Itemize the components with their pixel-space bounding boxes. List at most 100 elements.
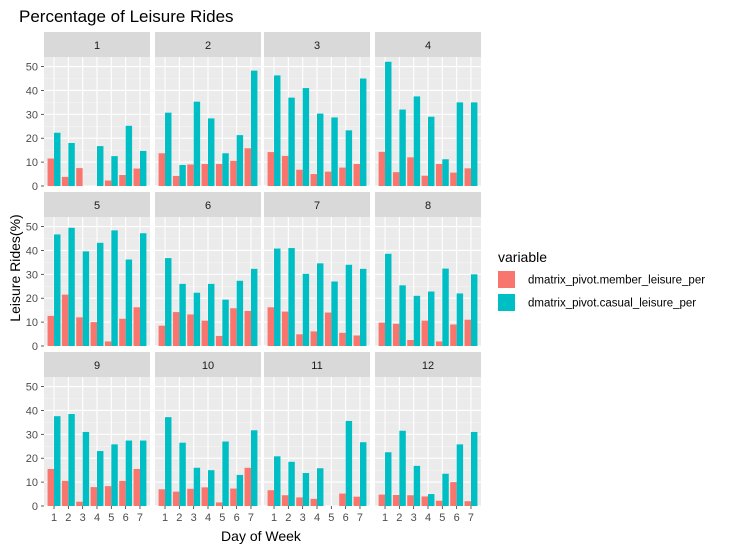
facet-panel-12: 121 2 3 4 5 6 7 xyxy=(375,352,481,524)
x-tick-label: 1 xyxy=(271,512,277,524)
legend-title: variable xyxy=(498,249,547,265)
bar-member-day-1 xyxy=(47,158,55,186)
facet-panel-8: 8 xyxy=(375,192,481,347)
y-tick-label: 50 xyxy=(26,62,38,74)
bar-member-day-5 xyxy=(215,335,223,346)
bar-member-day-1 xyxy=(158,153,166,186)
bar-member-day-6 xyxy=(230,308,237,346)
bar-member-day-2 xyxy=(281,495,289,506)
y-tick-label: 0 xyxy=(32,181,38,193)
bar-member-day-7 xyxy=(133,307,140,346)
facet-panel-6: 6 xyxy=(155,192,261,347)
bar-member-day-5 xyxy=(435,164,443,186)
bar-casual-day-7 xyxy=(359,442,367,506)
facet-strip xyxy=(155,32,261,57)
bar-member-day-2 xyxy=(172,312,180,346)
bar-casual-day-4 xyxy=(208,283,215,346)
bar-casual-day-7 xyxy=(470,102,478,186)
bar-member-day-5 xyxy=(324,312,332,346)
legend-label-casual: dmatrix_pivot.casual_leisure_per xyxy=(528,298,696,310)
bar-casual-day-1 xyxy=(274,248,281,346)
x-tick-label: 2 xyxy=(285,512,291,524)
bar-member-day-2 xyxy=(392,495,400,506)
bar-member-day-2 xyxy=(392,172,400,186)
y-tick-label: 30 xyxy=(26,269,38,281)
facet-panel-11: 111 2 3 4 5 6 7 xyxy=(264,352,370,524)
bar-casual-day-2 xyxy=(288,97,295,186)
y-tick-label: 30 xyxy=(26,109,38,121)
bar-member-day-5 xyxy=(435,500,443,506)
y-tick-label: 10 xyxy=(26,317,38,329)
bar-member-day-7 xyxy=(244,148,251,186)
bar-member-day-5 xyxy=(104,341,112,346)
bar-casual-day-7 xyxy=(359,78,367,186)
facet-strip-label: 10 xyxy=(202,360,214,372)
facet-strip-label: 12 xyxy=(422,360,434,372)
facet-strip xyxy=(264,352,370,377)
x-tick-label: 2 xyxy=(176,512,182,524)
y-axis-title: Leisure Rides(%) xyxy=(7,214,23,321)
x-tick-label: 6 xyxy=(123,512,129,524)
bar-member-day-6 xyxy=(339,332,346,346)
bar-member-day-2 xyxy=(392,323,400,346)
bar-casual-day-6 xyxy=(456,444,464,506)
bar-member-day-3 xyxy=(76,168,83,186)
bar-member-day-1 xyxy=(47,315,55,346)
facet-strip xyxy=(264,32,370,57)
bar-member-day-1 xyxy=(47,468,55,506)
x-tick-label: 4 xyxy=(314,512,320,524)
bar-casual-day-7 xyxy=(250,70,258,186)
bar-casual-day-1 xyxy=(165,112,172,186)
bar-casual-day-2 xyxy=(68,143,75,186)
bar-casual-day-4 xyxy=(97,451,104,506)
bar-member-day-7 xyxy=(464,501,471,506)
y-tick-label: 30 xyxy=(26,429,38,441)
bar-member-day-7 xyxy=(353,335,360,346)
bar-member-day-1 xyxy=(267,152,275,186)
x-tick-label: 6 xyxy=(454,512,460,524)
bar-casual-day-7 xyxy=(250,268,258,346)
x-tick-label: 5 xyxy=(439,512,445,524)
bar-member-day-3 xyxy=(187,164,194,186)
y-tick-label: 10 xyxy=(26,477,38,489)
legend-label-member: dmatrix_pivot.member_leisure_per xyxy=(528,275,705,287)
y-tick-label: 50 xyxy=(26,382,38,394)
bar-member-day-2 xyxy=(172,491,180,506)
bar-casual-day-5 xyxy=(442,159,449,186)
bar-casual-day-5 xyxy=(111,230,118,346)
facet-panel-4: 4 xyxy=(375,32,481,187)
facet-strip-label: 8 xyxy=(425,200,431,212)
bar-member-day-6 xyxy=(119,480,126,506)
x-tick-label: 3 xyxy=(191,512,197,524)
bar-member-day-4 xyxy=(90,322,97,346)
y-tick-label: 10 xyxy=(26,157,38,169)
y-tick-label: 50 xyxy=(26,222,38,234)
legend-key-casual xyxy=(498,294,515,311)
y-tick-label: 0 xyxy=(32,501,38,513)
bar-casual-day-4 xyxy=(428,116,435,186)
bar-member-day-1 xyxy=(267,490,275,506)
bar-member-day-3 xyxy=(296,169,303,186)
chart-title: Percentage of Leisure Rides xyxy=(19,7,234,26)
bar-casual-day-4 xyxy=(97,242,104,346)
facet-panel-3: 3 xyxy=(264,32,370,187)
bar-casual-day-3 xyxy=(193,101,201,186)
bar-casual-day-1 xyxy=(385,452,392,506)
bar-member-day-3 xyxy=(296,334,303,346)
bar-casual-day-3 xyxy=(302,88,310,186)
y-tick-label: 20 xyxy=(26,453,38,465)
bar-casual-day-1 xyxy=(54,234,61,346)
bar-member-day-6 xyxy=(339,493,346,506)
bar-casual-day-5 xyxy=(442,268,449,346)
facet-strip xyxy=(375,352,481,377)
bar-member-day-4 xyxy=(421,175,428,186)
x-tick-label: 1 xyxy=(51,512,57,524)
bar-casual-day-6 xyxy=(456,293,464,346)
bar-member-day-6 xyxy=(450,172,457,186)
bar-casual-day-3 xyxy=(413,295,421,346)
bar-member-day-3 xyxy=(407,495,414,506)
bar-casual-day-6 xyxy=(236,135,244,186)
bar-casual-day-5 xyxy=(331,281,338,346)
facet-panel-2: 2 xyxy=(155,32,261,187)
bar-member-day-4 xyxy=(201,487,208,506)
